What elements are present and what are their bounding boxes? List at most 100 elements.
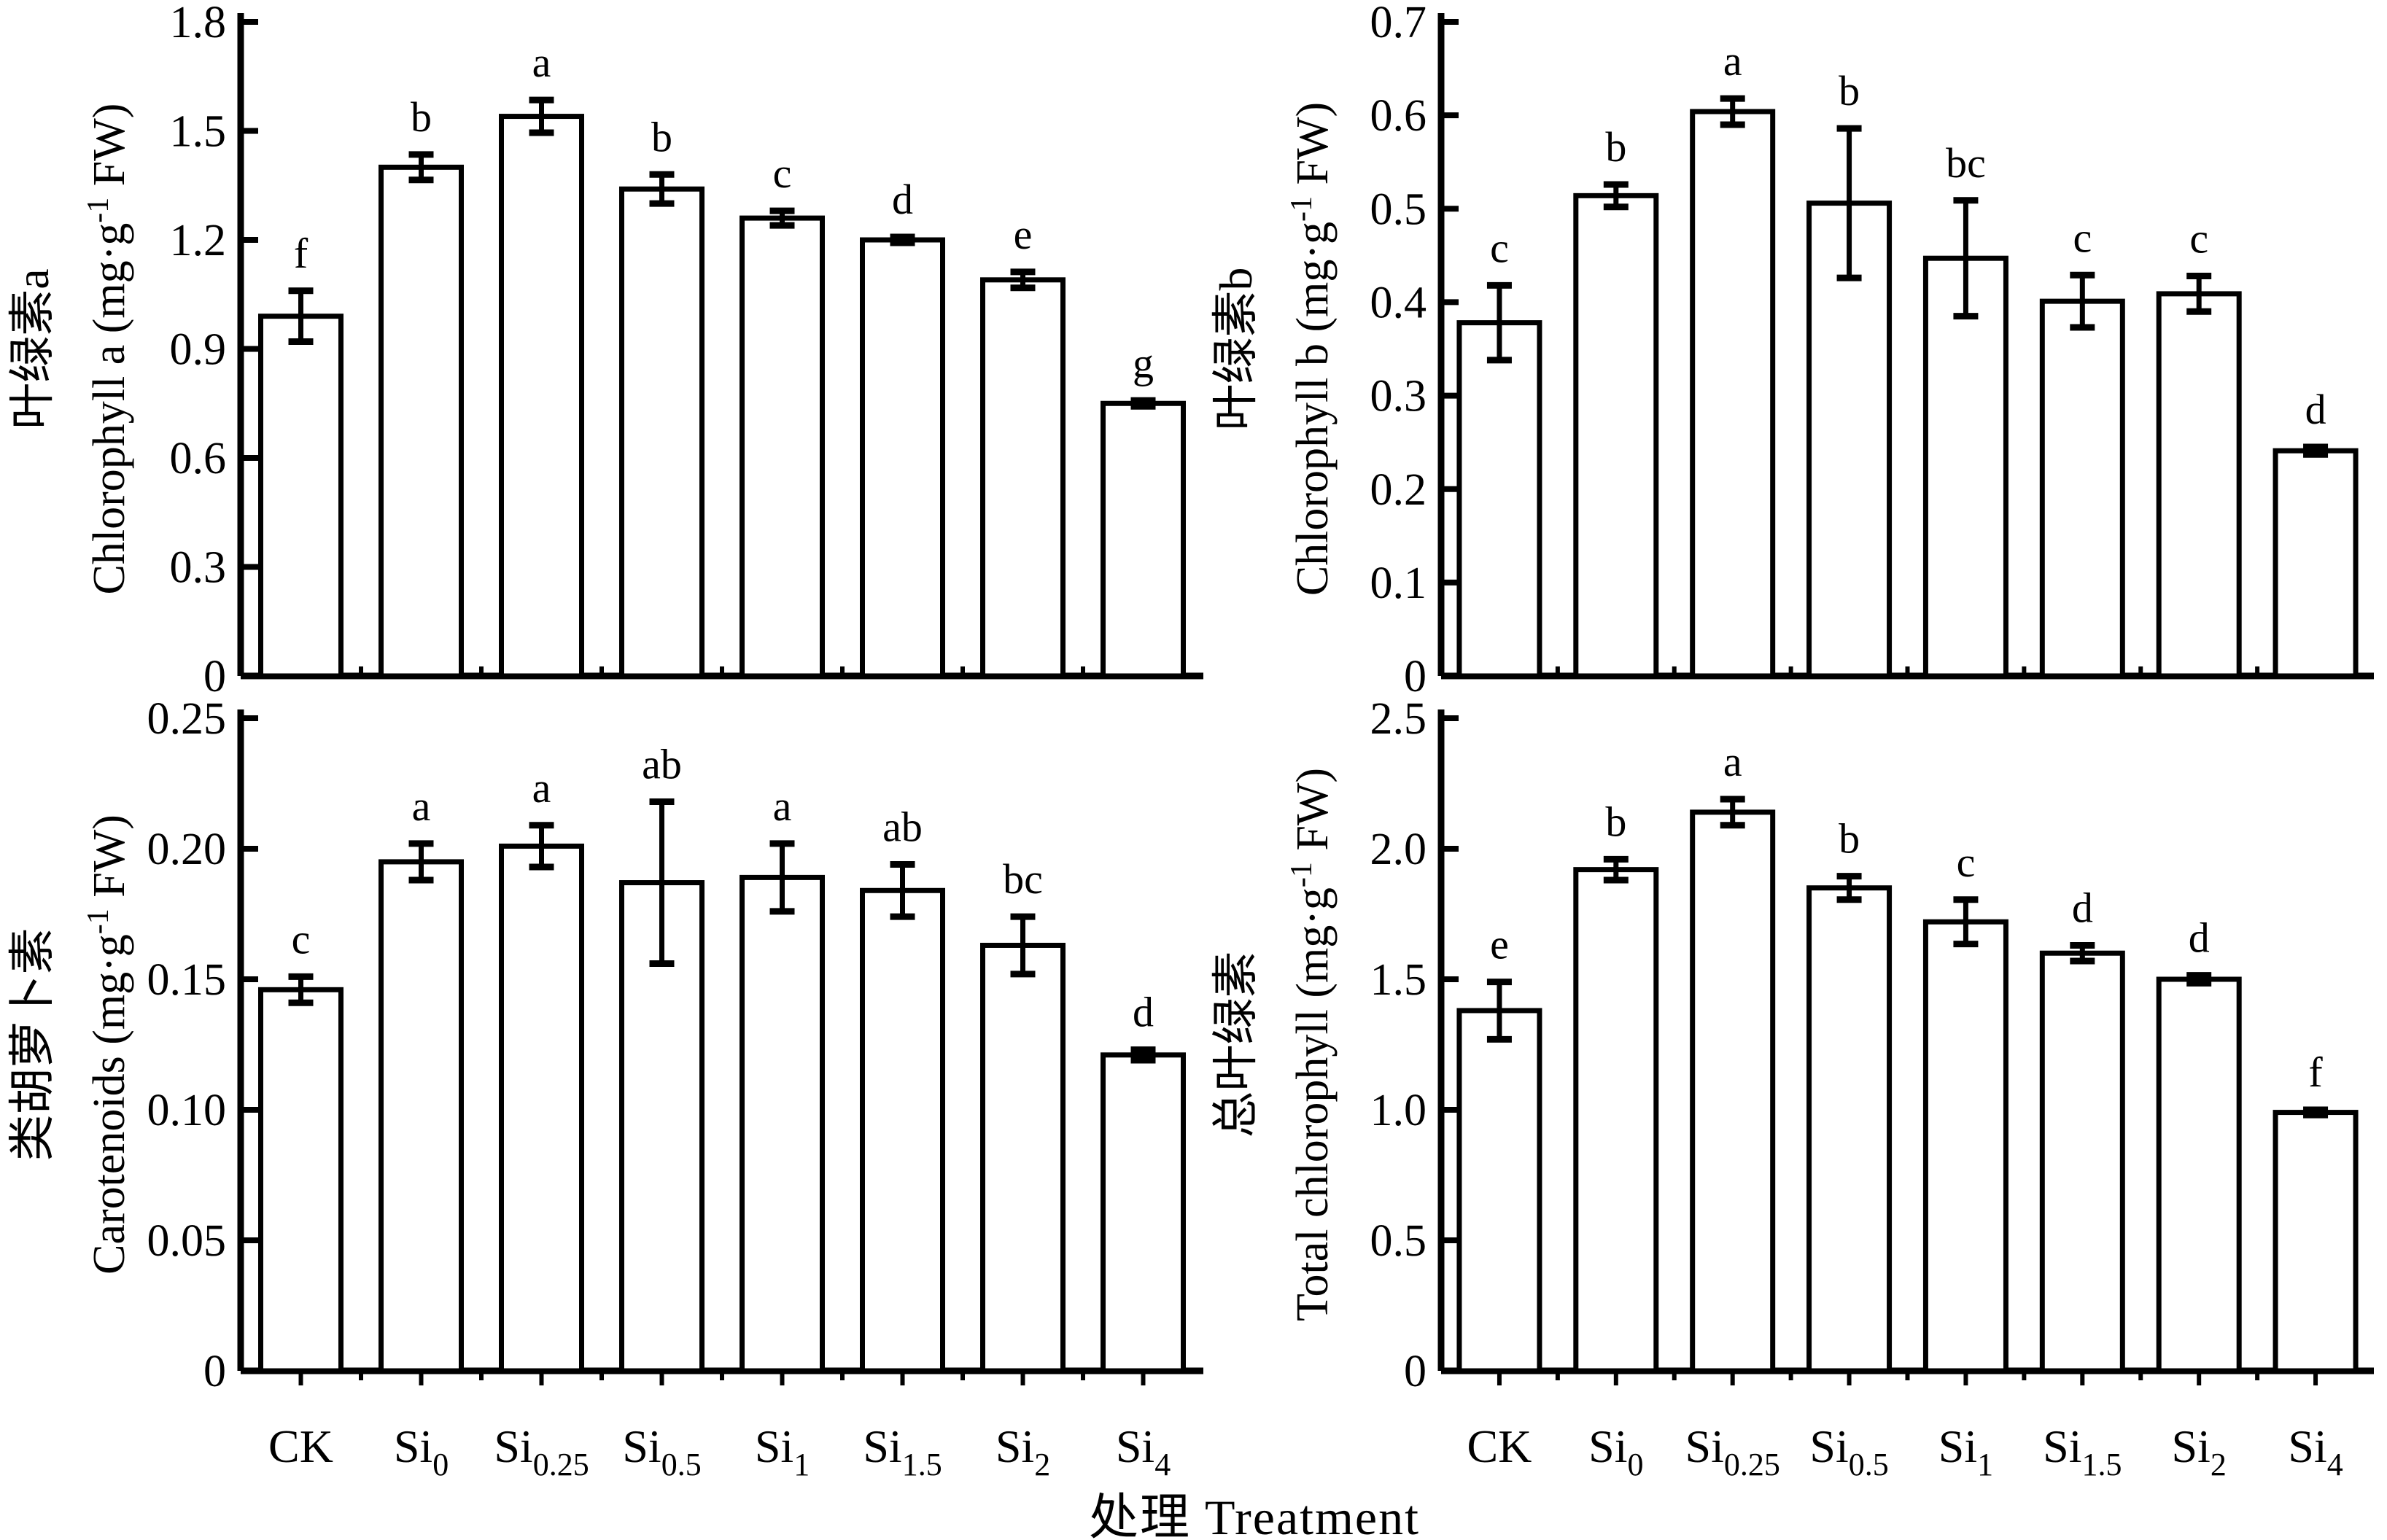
bar [258,314,344,679]
x-category-label: Si0.25 [1685,1420,1780,1482]
y-axis-title-zh: 类胡萝卜素 [7,928,58,1162]
significance-letter: ab [882,803,923,850]
y-tick-label: 0.3 [1370,372,1427,421]
bar-group-Si0: b [1573,123,1659,679]
y-tick-label: 0.25 [147,694,227,744]
bar [1806,201,1893,679]
y-tick-label: 0.9 [170,325,227,375]
bar [379,859,464,1374]
y-tick-label: 0.5 [1370,1216,1427,1266]
bar [1806,885,1893,1374]
significance-letter: b [1605,123,1626,171]
y-tick-label: 0.6 [170,434,227,483]
significance-letter: e [1014,211,1033,258]
significance-letter: bc [1003,855,1043,903]
bar [499,843,584,1374]
bar [258,987,344,1374]
significance-letter: b [1839,815,1860,863]
y-axis-title-en: Chlorophyll b (mg·g-1 FW) [1285,102,1338,596]
bar-group-Si2: d [2156,914,2242,1374]
x-category-label: Si0 [394,1420,449,1482]
y-axis-title-en: Chlorophyll a (mg·g-1 FW) [82,104,134,595]
bar-group-Si0: a [379,782,464,1374]
bar-group-CK: e [1456,921,1542,1374]
bar-group-Si0: b [379,93,464,679]
bar-chart-chlorophyll-b: 0 0.1 0.2 0.3 0.4 0.5 0.6 0.7 c b a b bc c c d 叶绿素b Chlor… [1210,0,2374,693]
bar-group-Si0.5: b [1806,67,1893,679]
significance-letter: f [2308,1049,2323,1096]
x-category-label: Si1.5 [863,1420,942,1482]
x-category-label: CK [268,1420,333,1472]
y-tick-label: 1.2 [170,216,227,265]
y-tick-label: 0.10 [147,1086,227,1135]
significance-letter: d [892,176,913,223]
bar [2039,298,2125,679]
y-tick-label: 2.5 [1370,694,1427,744]
bar-group-Si4: f [2272,1049,2359,1374]
y-axis-title-en: Total chlorophyll (mg·g-1 FW) [1285,768,1338,1321]
bar-group-Si4: g [1101,339,1186,679]
bar-group-Si1.5: ab [860,803,945,1374]
x-category-label: Si0.25 [494,1420,589,1482]
x-category-label: CK [1467,1420,1532,1472]
y-tick-label: 0.05 [147,1216,227,1266]
bar [1573,867,1659,1374]
bar-group-Si0.5: b [1806,815,1893,1374]
y-tick-label: 1.8 [170,0,227,47]
y-tick-label: 0.2 [1370,465,1427,515]
y-tick-label: 0.1 [1370,559,1427,608]
x-category-label: Si0.5 [622,1420,701,1482]
x-category-label: Si4 [2288,1420,2343,1482]
y-axis-title-zh: 叶绿素b [1210,268,1262,431]
bar [1101,1052,1186,1374]
y-tick-label: 0.6 [1370,91,1427,141]
bar-group-Si4: d [1101,989,1186,1374]
x-axis-title: 处理 Treatment [1088,1490,1420,1540]
bar [619,186,705,679]
x-category-label: Si1 [1938,1420,1993,1482]
bar [2156,976,2242,1374]
y-axis-title-en: Carotenoids (mg·g-1 FW) [82,814,134,1275]
x-category-label: Si1 [755,1420,810,1482]
bar-chart-total-chlorophyll: 0 0.5 1.0 1.5 2.0 2.5 e b a b c d d f 总叶绿素 Total chloro… [1210,694,2374,1482]
bar [1690,109,1776,679]
bar-group-Si2: c [2156,215,2242,679]
y-tick-label: 0 [1404,652,1427,693]
significance-letter: a [532,764,551,812]
significance-letter: bc [1946,139,1986,187]
bar-group-Si1: a [740,782,825,1374]
y-tick-label: 2.0 [1370,825,1427,874]
bar-group-Si2: bc [980,855,1066,1374]
significance-letter: b [651,113,672,160]
bar [860,887,945,1374]
bar-group-Si1.5: d [2039,884,2125,1374]
bar-chart-chlorophyll-a: 0 0.3 0.6 0.9 1.2 1.5 1.8 f b a b c d e g 叶绿素a Chlorophy… [7,0,1203,693]
bar [1573,192,1659,679]
y-axis-title-zh: 总叶绿素 [1210,952,1262,1138]
bar-chart-carotenoids: 0 0.05 0.10 0.15 0.20 0.25 c a a ab a ab bc d 类胡萝卜素 Car… [7,694,1203,1482]
bar [1690,809,1776,1374]
panel-total-chlorophyll: 0 0.5 1.0 1.5 2.0 2.5 e b a b c d d f 总叶绿素 Total chloro… [1203,693,2387,1540]
significance-letter: a [532,39,551,86]
bar-group-Si1.5: c [2039,214,2125,679]
bar [980,942,1066,1374]
bar [740,874,825,1374]
significance-letter: d [1133,989,1154,1036]
bar [740,215,825,679]
significance-letter: d [2189,914,2210,962]
bar [980,277,1066,679]
bar-group-Si1: c [740,149,825,679]
bar-group-Si0.25: a [499,764,584,1374]
significance-letter: f [294,230,308,277]
y-tick-label: 0.5 [1370,184,1427,234]
y-tick-label: 0 [1404,1347,1427,1396]
bar [2156,291,2242,679]
bar-group-Si1: bc [1922,139,2008,679]
y-tick-label: 1.5 [1370,955,1427,1005]
bar-group-Si2: e [980,211,1066,679]
bar-group-Si0.25: a [499,39,584,679]
y-tick-label: 0 [203,652,226,693]
significance-letter: c [773,149,792,197]
bar [2039,950,2125,1374]
significance-letter: a [412,782,431,830]
